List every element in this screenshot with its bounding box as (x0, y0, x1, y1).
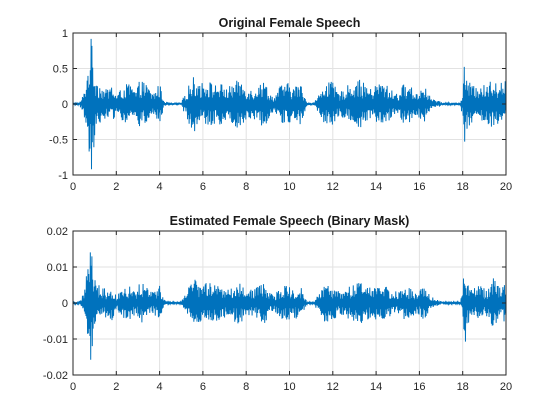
x-tick-label: 2 (113, 181, 119, 193)
y-tick-label: 0.02 (47, 226, 68, 238)
x-tick-label: 8 (243, 181, 249, 193)
y-tick-label: 0.5 (53, 64, 68, 76)
y-tick-label: 0 (62, 99, 68, 111)
x-tick-label: 12 (327, 181, 339, 193)
x-tick-label: 10 (283, 181, 295, 193)
x-tick-label: 6 (200, 381, 206, 393)
x-tick-label: 0 (70, 381, 76, 393)
x-tick-label: 18 (457, 181, 469, 193)
x-tick-label: 14 (370, 181, 382, 193)
x-tick-label: 2 (113, 381, 119, 393)
chart-title: Estimated Female Speech (Binary Mask) (170, 214, 410, 228)
x-tick-label: 16 (413, 181, 425, 193)
x-tick-label: 4 (157, 381, 163, 393)
x-tick-label: 14 (370, 381, 382, 393)
x-tick-label: 20 (500, 381, 512, 393)
y-tick-label: -1 (58, 170, 68, 182)
x-tick-label: 10 (283, 381, 295, 393)
y-tick-label: -0.5 (49, 135, 68, 147)
y-tick-label: -0.01 (43, 334, 68, 346)
y-tick-label: -0.02 (43, 370, 68, 382)
y-tick-label: 0 (62, 298, 68, 310)
x-tick-label: 12 (327, 381, 339, 393)
chart-title: Original Female Speech (219, 16, 361, 30)
x-tick-label: 20 (500, 181, 512, 193)
signal-line (73, 38, 506, 170)
x-tick-label: 8 (243, 381, 249, 393)
x-tick-label: 6 (200, 181, 206, 193)
y-tick-label: 0.01 (47, 262, 68, 274)
panel-original: 0 2 4 6 8 10 12 14 16 18 20 -1 -0.5 0 0.5 1 Original Fem… (49, 16, 512, 193)
panel-estimated: 0 2 4 6 8 10 12 14 16 18 20 -0.02 -0.01 0 0.01 0.02 Esti… (43, 214, 512, 393)
x-tick-label: 0 (70, 181, 76, 193)
y-tick-label: 1 (62, 28, 68, 40)
x-tick-label: 18 (457, 381, 469, 393)
x-tick-label: 16 (413, 381, 425, 393)
x-tick-label: 4 (157, 181, 163, 193)
signal-line (73, 252, 506, 360)
